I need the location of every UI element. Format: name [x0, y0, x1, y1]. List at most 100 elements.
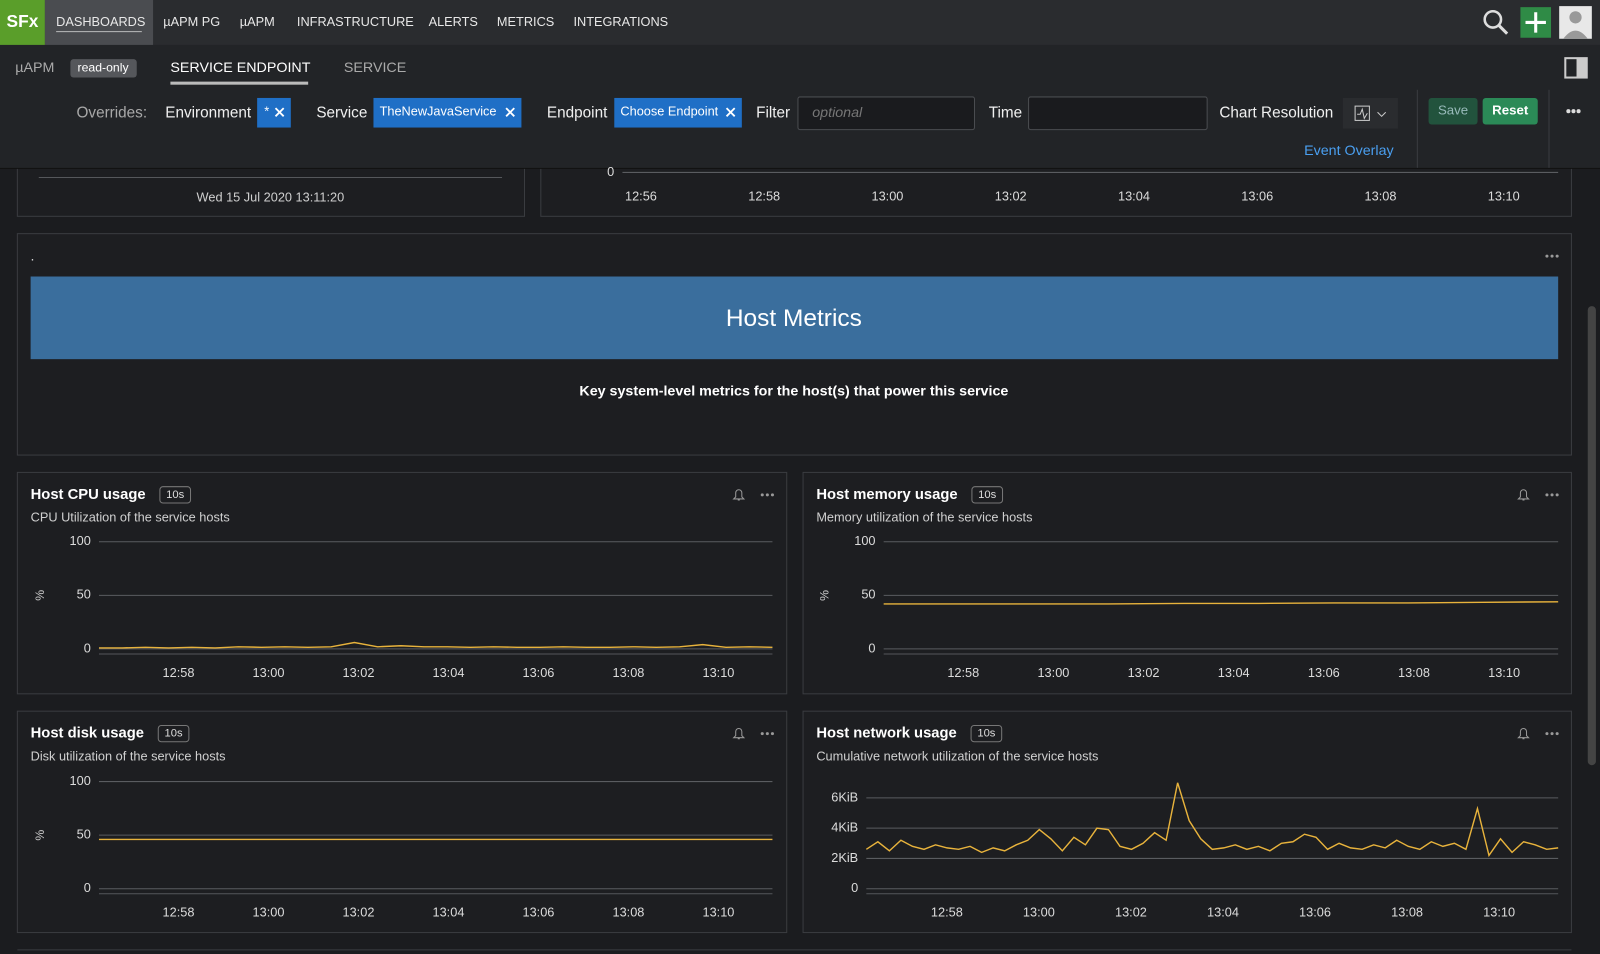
x-tick-label: 13:02: [343, 905, 375, 920]
y-tick-label: 2KiB: [831, 850, 858, 865]
x-tick-label: 13:08: [1365, 188, 1397, 203]
y-tick-label: 0: [868, 640, 875, 655]
nav-active: [44, 0, 154, 45]
nav-item[interactable]: INFRASTRUCTURE: [297, 14, 414, 29]
chart-menu[interactable]: [770, 732, 774, 736]
chip-remove[interactable]: [505, 107, 515, 117]
chart-menu[interactable]: [1545, 493, 1549, 497]
banner-title: Host Metrics: [726, 305, 862, 332]
alert-icon[interactable]: [732, 728, 746, 740]
chip-remove[interactable]: [274, 107, 285, 117]
x-tick-label: 13:04: [1218, 665, 1250, 680]
panel-toggle[interactable]: [1564, 57, 1588, 79]
reset-button[interactable]: [1482, 97, 1538, 125]
scrollbar[interactable]: [1587, 306, 1596, 766]
filter-input[interactable]: [797, 96, 976, 131]
chart-panel: [802, 710, 1572, 934]
chip-remove[interactable]: [725, 107, 736, 117]
chip-text: Choose Endpoint: [620, 104, 718, 119]
resolution-dropdown[interactable]: [1342, 97, 1398, 129]
chart-menu[interactable]: [760, 493, 764, 497]
x-tick-label: 13:06: [1241, 188, 1273, 203]
chart-subtitle: Memory utilization of the service hosts: [816, 510, 1032, 525]
panel-marker: .: [31, 249, 35, 264]
tab-underline: [170, 81, 309, 85]
chart-panel: [16, 471, 788, 695]
alert-icon[interactable]: [1517, 489, 1530, 501]
tab[interactable]: SERVICE: [344, 60, 406, 76]
badge: [970, 724, 1003, 743]
chip-text: TheNewJavaService: [380, 104, 497, 119]
y-axis-label: %: [33, 590, 47, 601]
chart-menu[interactable]: [1550, 493, 1554, 497]
banner: [30, 276, 1559, 360]
time-input[interactable]: [1028, 96, 1208, 131]
y-tick-label: 6KiB: [831, 789, 858, 804]
chip[interactable]: [614, 97, 742, 128]
chart-menu[interactable]: [1555, 732, 1559, 736]
x-tick-label: 13:00: [253, 905, 285, 920]
x-tick-label: 13:06: [523, 905, 555, 920]
panel-menu[interactable]: [1545, 254, 1559, 258]
nav-item[interactable]: INTEGRATIONS: [573, 14, 668, 29]
nav-item[interactable]: DASHBOARDS: [56, 14, 145, 29]
chart-panel: [802, 471, 1572, 695]
chart-menu[interactable]: [765, 493, 769, 497]
x-tick-label: 13:06: [1299, 905, 1331, 920]
overrides-label: Overrides:: [77, 104, 148, 121]
x-tick-label: 13:10: [1488, 188, 1520, 203]
chart-menu[interactable]: [765, 732, 769, 736]
chart-subtitle: CPU Utilization of the service hosts: [31, 510, 230, 525]
y-tick-label: 0: [607, 164, 614, 179]
x-tick-label: 13:02: [1115, 905, 1147, 920]
x-tick-label: 13:02: [343, 665, 375, 680]
reset-text: Reset: [1492, 103, 1529, 118]
x-tick-label: 12:58: [748, 188, 780, 203]
alert-icon[interactable]: [732, 489, 746, 501]
chart-menu[interactable]: [1555, 493, 1559, 497]
chip-text: *: [264, 104, 269, 119]
chip[interactable]: [257, 97, 291, 128]
y-axis-label: %: [33, 830, 47, 841]
add-button[interactable]: [1520, 7, 1552, 38]
badge: [971, 486, 1004, 504]
filter-label: Endpoint: [547, 104, 608, 121]
y-axis-label: %: [818, 590, 832, 601]
chart-menu[interactable]: [1550, 732, 1554, 736]
x-tick-label: 13:00: [253, 665, 285, 680]
chart-subtitle: Cumulative network utilization of the se…: [816, 748, 1098, 763]
chart-menu[interactable]: [770, 493, 774, 497]
nav-item[interactable]: ALERTS: [429, 14, 478, 29]
avatar[interactable]: [1559, 6, 1592, 39]
nav-item[interactable]: METRICS: [497, 14, 554, 29]
save-button[interactable]: [1428, 97, 1478, 125]
y-tick-label: 0: [84, 640, 91, 655]
chip[interactable]: [373, 97, 522, 128]
y-tick-label: 100: [70, 533, 91, 548]
series-line: [98, 641, 773, 649]
alert-icon[interactable]: [1517, 728, 1530, 740]
nav-item[interactable]: µAPM: [240, 14, 275, 29]
chart-menu[interactable]: [760, 732, 764, 736]
top-nav: [0, 0, 1600, 45]
x-tick-label: 12:56: [625, 188, 657, 203]
placeholder: optional: [812, 105, 863, 121]
search-icon[interactable]: [1483, 9, 1509, 35]
y-tick-label: 0: [851, 880, 858, 895]
x-tick-label: 13:00: [1037, 665, 1069, 680]
series-line: [883, 601, 1559, 605]
save-text: Save: [1438, 103, 1468, 118]
logo[interactable]: [0, 0, 45, 45]
x-tick-label: 13:00: [871, 188, 903, 203]
tab-active[interactable]: SERVICE ENDPOINT: [170, 60, 310, 76]
chart-title: Host memory usage: [816, 487, 957, 503]
nav-item[interactable]: µAPM PG: [163, 14, 220, 29]
x-tick-label: 13:10: [1488, 665, 1520, 680]
more-menu[interactable]: [1566, 109, 1581, 114]
y-tick-label: 50: [77, 827, 91, 842]
chart-menu[interactable]: [1545, 732, 1549, 736]
x-tick-label: 12:58: [163, 905, 195, 920]
event-overlay-link[interactable]: Event Overlay: [1304, 143, 1394, 159]
filter-label: Time: [989, 104, 1022, 121]
